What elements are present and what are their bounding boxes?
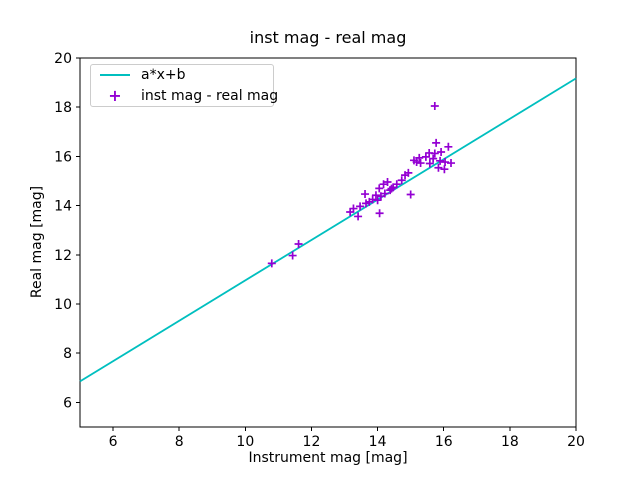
data-point — [430, 149, 439, 158]
y-tick-label: 14 — [54, 199, 72, 215]
data-point — [397, 176, 406, 185]
x-tick-label: 20 — [567, 434, 585, 450]
data-point — [406, 190, 415, 199]
data-point — [404, 168, 413, 177]
data-point — [383, 177, 392, 186]
data-point — [288, 251, 297, 260]
data-point — [380, 189, 389, 198]
data-point — [349, 204, 358, 213]
x-tick-label: 12 — [303, 434, 321, 450]
data-point — [375, 184, 384, 193]
legend: a*x+b + inst mag - real mag — [90, 64, 278, 107]
plot-marks — [79, 77, 577, 383]
data-point — [375, 209, 384, 218]
legend-item-fit-line: a*x+b — [91, 65, 273, 85]
data-point — [440, 165, 449, 174]
x-tick-label: 14 — [369, 434, 387, 450]
legend-line-swatch — [100, 74, 130, 77]
data-point — [415, 153, 424, 162]
y-tick-label: 18 — [54, 100, 72, 116]
axis-ticks: 6 8 10 12 14 16 18 20 6 8 10 12 14 16 18 20 — [54, 51, 585, 450]
x-tick-label: 6 — [109, 434, 118, 450]
x-tick-label: 10 — [236, 434, 254, 450]
data-point — [436, 156, 445, 165]
data-point — [447, 159, 456, 168]
data-point — [434, 163, 443, 172]
plot-area-border — [79, 57, 577, 428]
x-tick-label: 16 — [435, 434, 453, 450]
data-point — [361, 190, 370, 199]
data-point — [416, 159, 425, 168]
data-point — [429, 154, 438, 163]
data-point — [444, 142, 453, 151]
legend-item-scatter: + inst mag - real mag — [91, 85, 278, 106]
fit-line — [79, 77, 577, 383]
data-point — [412, 158, 421, 167]
y-tick-label: 6 — [63, 395, 72, 411]
data-point — [392, 180, 401, 189]
x-axis-label: Instrument mag [mag] — [248, 450, 408, 466]
data-point — [387, 184, 396, 193]
data-point — [441, 158, 450, 167]
data-point — [371, 191, 380, 200]
y-tick-label: 16 — [54, 149, 72, 165]
y-tick-label: 10 — [54, 297, 72, 313]
data-point — [267, 259, 276, 268]
data-point — [437, 147, 446, 156]
legend-plus-marker-icon: + — [108, 85, 122, 105]
data-point — [425, 159, 434, 168]
data-point — [430, 101, 439, 110]
y-tick-label: 8 — [63, 346, 72, 362]
y-axis-label: Real mag [mag] — [29, 185, 45, 299]
x-tick-label: 8 — [175, 434, 184, 450]
data-point — [432, 138, 441, 147]
data-point — [354, 212, 363, 221]
x-tick-label: 18 — [501, 434, 519, 450]
legend-label-scatter: inst mag - real mag — [141, 87, 279, 104]
y-tick-label: 20 — [54, 51, 72, 67]
data-point — [356, 202, 365, 211]
legend-label-fit-line: a*x+b — [141, 67, 186, 84]
chart-title: inst mag - real mag — [249, 28, 407, 47]
data-point — [294, 239, 303, 248]
y-tick-label: 12 — [54, 248, 72, 264]
